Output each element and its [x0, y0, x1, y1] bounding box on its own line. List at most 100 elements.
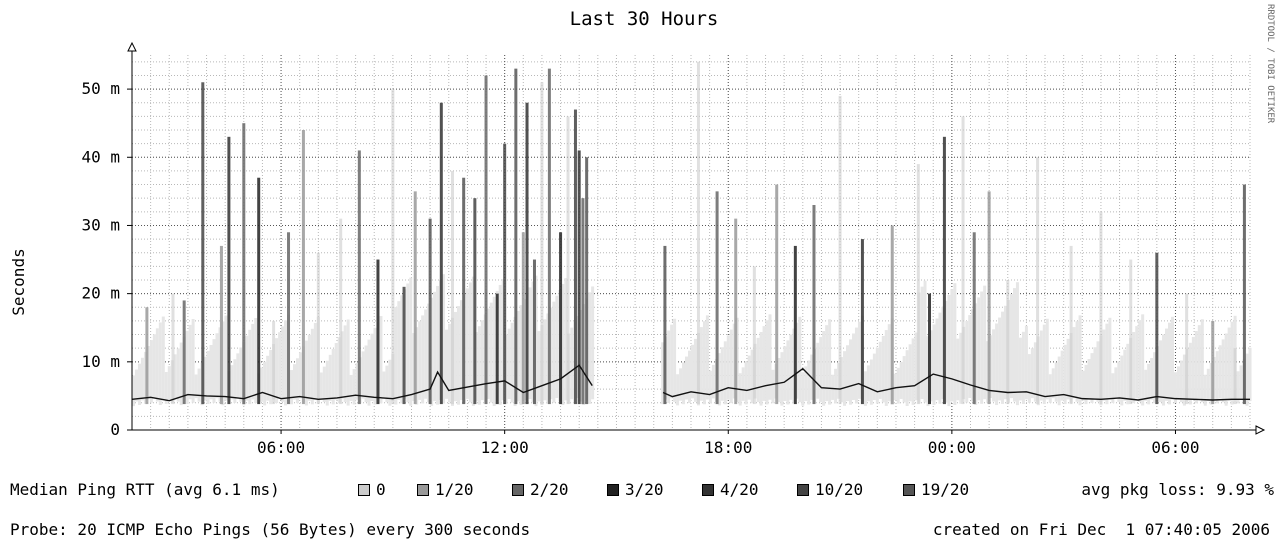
- smoke-column: [173, 354, 177, 399]
- smoke-column: [998, 317, 1002, 401]
- legend-item-label: 19/20: [921, 480, 970, 499]
- smoke-column: [1221, 339, 1225, 403]
- smoke-column: [528, 287, 532, 400]
- smoke-column: [304, 340, 308, 406]
- smoke-column: [741, 367, 745, 401]
- smoke-column: [801, 372, 805, 406]
- smoke-column: [1045, 318, 1049, 400]
- latency-spike: [972, 232, 976, 405]
- smoke-column: [537, 331, 541, 402]
- smoke-column: [1081, 370, 1085, 401]
- smoke-column: [1117, 361, 1121, 402]
- smoke-column: [394, 307, 398, 405]
- smoke-column: [588, 292, 592, 404]
- legend-item-label: 3/20: [625, 480, 664, 499]
- smoke-column: [152, 334, 156, 399]
- latency-spike: [540, 82, 544, 405]
- smoke-column: [179, 342, 183, 406]
- smoke-column: [863, 371, 867, 406]
- smoke-column: [519, 305, 523, 405]
- smoke-column: [992, 329, 996, 402]
- smoke-column: [379, 316, 383, 404]
- smoke-column: [1004, 305, 1008, 400]
- y-axis-labels: 0 10 m 20 m 30 m 40 m 50 m: [81, 79, 132, 439]
- watermark-text: RRDTOOL / TOBI OETIKER: [1265, 4, 1275, 124]
- smoke-column: [759, 332, 763, 406]
- legend-item: 19/20: [903, 480, 969, 499]
- latency-spike: [391, 89, 395, 405]
- latency-spike: [219, 245, 223, 405]
- smoke-column: [1018, 337, 1022, 401]
- smoke-column: [786, 340, 790, 405]
- smoke-column: [843, 351, 847, 406]
- smoke-column: [1054, 362, 1058, 402]
- smoke-column: [254, 318, 258, 403]
- smoke-column: [723, 341, 727, 405]
- smoke-column: [260, 367, 264, 402]
- smoke-column: [783, 346, 787, 401]
- chart-canvas: 0 10 m 20 m 30 m 40 m 50 m 06:00 12:00 18:00 00:…: [9, 41, 1266, 457]
- legend-item: 4/20: [702, 480, 759, 499]
- axes: [127, 41, 1266, 435]
- x-tick-label: 06:00: [1151, 438, 1199, 457]
- smoke-column: [331, 348, 335, 405]
- latency-spike: [942, 136, 946, 405]
- smoke-column: [932, 324, 936, 405]
- latency-spike: [1099, 211, 1103, 405]
- smoke-column: [846, 345, 850, 402]
- smoke-column: [1001, 311, 1005, 404]
- smoke-column: [1150, 358, 1154, 400]
- smoke-column: [884, 330, 888, 406]
- smoke-column: [1168, 322, 1171, 405]
- smoke-column: [1075, 321, 1079, 402]
- latency-spike: [812, 205, 816, 405]
- latency-spike: [577, 150, 581, 405]
- smoke-column: [251, 323, 255, 400]
- smoke-column: [325, 360, 329, 406]
- smoke-column: [1153, 352, 1157, 404]
- smoke-column: [685, 356, 689, 400]
- smoke-column: [828, 319, 832, 405]
- smoke-column: [498, 284, 502, 405]
- smoke-column: [1048, 374, 1052, 403]
- smoke-column: [197, 368, 201, 402]
- y-axis-title: Seconds: [9, 248, 28, 315]
- smoke-column: [1010, 293, 1013, 399]
- legend-item-label: 10/20: [815, 480, 864, 499]
- smoke-column: [914, 332, 918, 401]
- latency-spike: [1211, 320, 1215, 405]
- smoke-column: [161, 316, 165, 401]
- smoke-column: [1105, 323, 1109, 405]
- smoke-column: [911, 338, 915, 405]
- smoke-column: [705, 315, 709, 400]
- latency-spike: [503, 143, 507, 405]
- smoke-column: [1108, 317, 1112, 400]
- smoke-column: [983, 285, 987, 400]
- smoke-column: [552, 301, 556, 403]
- smoke-column: [1236, 371, 1240, 404]
- smoke-column: [902, 356, 906, 403]
- smoke-column: [1093, 347, 1097, 399]
- latency-spike: [581, 198, 585, 405]
- smoke-column: [959, 332, 963, 404]
- smoke-column: [1159, 340, 1163, 403]
- legend-item: 1/20: [417, 480, 474, 499]
- smoke-column: [433, 291, 437, 402]
- latency-spike: [439, 102, 443, 405]
- smoke-column: [977, 297, 981, 401]
- y-tick-label: 50 m: [81, 79, 120, 98]
- smoke-column: [313, 322, 317, 400]
- y-tick-label: 30 m: [81, 215, 120, 234]
- smoke-column: [670, 324, 674, 399]
- y-tick-label: 0: [110, 420, 120, 439]
- smoke-column: [1063, 344, 1067, 405]
- smoke-column: [570, 327, 574, 400]
- smoke-column: [275, 338, 279, 404]
- smoke-column: [352, 369, 356, 405]
- smoke-column: [1123, 349, 1127, 401]
- x-tick-label: 18:00: [704, 438, 752, 457]
- smoke-column: [699, 327, 703, 401]
- smoke-column: [857, 321, 861, 399]
- latency-spike: [987, 191, 991, 405]
- smoke-column: [1090, 353, 1094, 403]
